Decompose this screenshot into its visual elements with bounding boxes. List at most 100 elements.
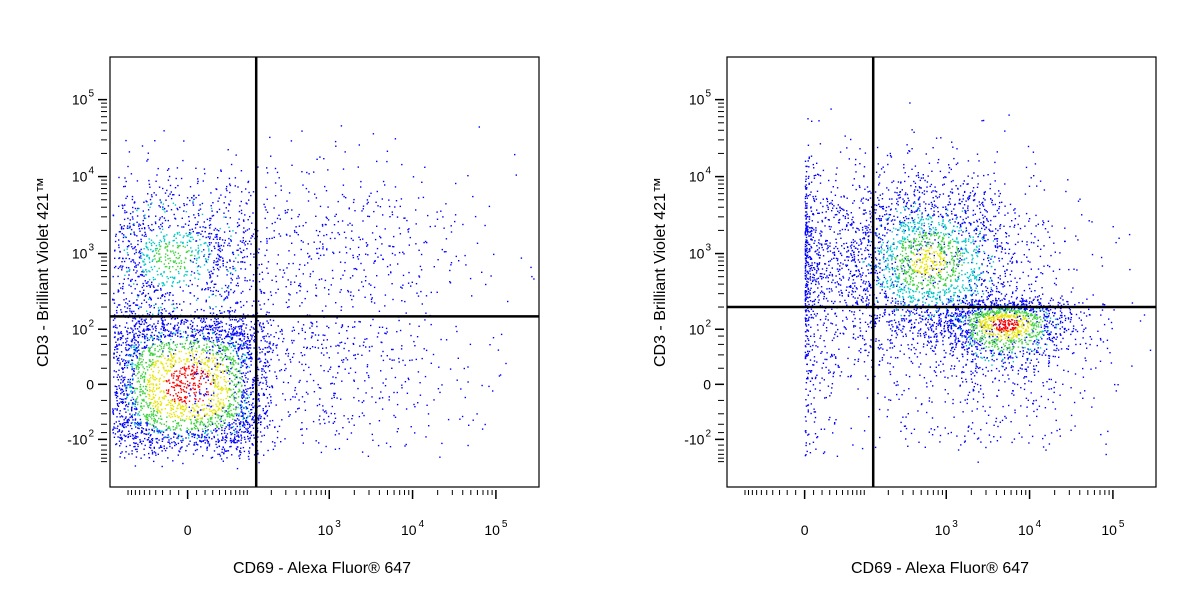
event-dot <box>131 367 133 369</box>
event-dot <box>218 445 221 447</box>
event-dot <box>164 394 166 397</box>
event-dot <box>338 447 341 450</box>
event-dot <box>116 306 118 308</box>
event-dot <box>153 447 155 449</box>
event-dot <box>191 329 194 331</box>
event-dot <box>195 422 198 424</box>
event-dot <box>219 259 221 261</box>
event-dot <box>330 412 332 415</box>
event-dot <box>156 360 159 362</box>
event-dot <box>135 437 137 439</box>
event-dot <box>161 323 164 325</box>
event-dot <box>379 235 381 238</box>
event-dot <box>115 235 117 237</box>
event-dot <box>232 331 234 333</box>
event-dot <box>216 395 218 397</box>
event-dot <box>183 321 185 323</box>
event-dot <box>247 394 249 397</box>
event-dot <box>289 294 291 296</box>
event-dot <box>139 355 141 357</box>
event-dot <box>230 372 233 375</box>
event-dot <box>121 437 123 440</box>
event-dot <box>419 265 422 268</box>
event-dot <box>266 376 268 379</box>
event-dot <box>146 389 148 392</box>
event-dot <box>148 351 151 353</box>
event-dot <box>242 290 244 293</box>
event-dot <box>198 346 200 348</box>
event-dot <box>173 387 175 389</box>
event-dot <box>239 404 242 407</box>
event-dot <box>263 412 266 414</box>
event-dot <box>301 434 303 436</box>
event-dot <box>228 345 231 347</box>
event-dot <box>240 327 242 329</box>
event-dot <box>215 440 217 443</box>
event-dot <box>176 395 179 397</box>
event-dot <box>222 372 224 374</box>
event-dot <box>341 359 343 361</box>
event-dot <box>361 401 363 404</box>
event-dot <box>219 388 221 390</box>
event-dot <box>189 342 192 344</box>
event-dot <box>140 319 143 321</box>
event-dot <box>272 343 275 345</box>
event-dot <box>297 321 299 323</box>
event-dot <box>171 447 173 449</box>
event-dot <box>243 336 246 338</box>
event-dot <box>173 261 175 264</box>
event-dot <box>167 355 169 357</box>
event-dot <box>238 334 240 337</box>
event-dot <box>145 416 147 418</box>
event-dot <box>240 306 242 308</box>
event-dot <box>229 416 231 418</box>
event-dot <box>196 269 199 272</box>
event-dot <box>211 328 214 330</box>
event-dot <box>113 302 116 304</box>
event-dot <box>242 359 245 362</box>
event-dot <box>146 422 149 424</box>
event-dot <box>132 419 134 421</box>
event-dot <box>133 336 135 338</box>
event-dot <box>165 310 167 312</box>
event-dot <box>166 189 168 192</box>
event-dot <box>219 455 222 457</box>
event-dot <box>277 254 279 256</box>
event-dot <box>242 418 244 421</box>
event-dot <box>204 350 207 352</box>
event-dot <box>144 338 146 340</box>
event-dot <box>180 380 183 382</box>
event-dot <box>408 271 410 274</box>
event-dot <box>394 186 397 188</box>
event-dot <box>202 328 205 330</box>
event-dot <box>150 239 153 241</box>
event-dot <box>213 320 215 323</box>
event-dot <box>159 432 162 434</box>
event-dot <box>156 387 158 389</box>
event-dot <box>217 453 219 455</box>
event-dot <box>212 394 215 397</box>
event-dot <box>217 323 219 325</box>
event-dot <box>131 312 133 315</box>
event-dot <box>233 395 235 397</box>
event-dot <box>232 251 234 254</box>
event-dot <box>235 232 237 234</box>
event-dot <box>302 324 305 326</box>
event-dot <box>132 329 134 332</box>
event-dot <box>130 391 132 393</box>
event-dot <box>235 412 237 415</box>
event-dot <box>136 209 138 212</box>
event-dot <box>193 339 195 342</box>
event-dot <box>191 331 194 333</box>
event-dot <box>229 310 231 313</box>
event-dot <box>136 450 138 453</box>
event-dot <box>143 333 145 336</box>
event-dot <box>207 256 210 258</box>
event-dot <box>130 327 132 329</box>
event-dot <box>215 234 217 236</box>
event-dot <box>192 363 194 365</box>
event-dot <box>161 208 164 210</box>
event-dot <box>130 354 133 356</box>
event-dot <box>386 355 388 357</box>
event-dot <box>137 307 140 310</box>
